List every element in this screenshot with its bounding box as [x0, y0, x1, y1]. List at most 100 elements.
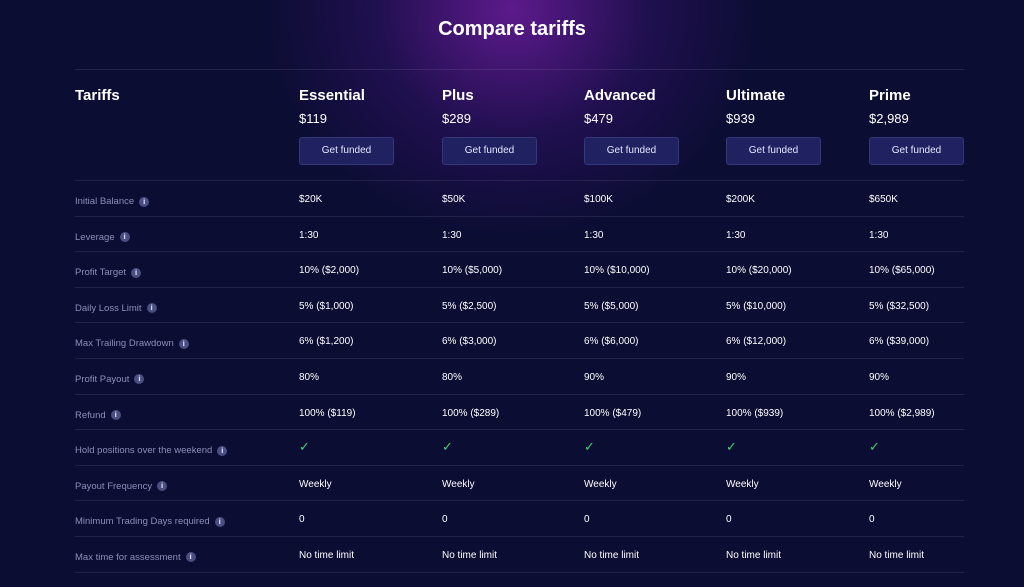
- table-cell: 5% ($10,000): [726, 300, 787, 312]
- table-cell: 10% ($5,000): [442, 265, 503, 277]
- table-cell: 80%: [442, 371, 463, 383]
- plan-plus: Plus $289 Get funded: [442, 87, 562, 165]
- info-icon[interactable]: i: [178, 338, 189, 349]
- table-cell: No time limit: [869, 549, 925, 561]
- info-icon[interactable]: i: [217, 445, 228, 456]
- info-icon[interactable]: i: [134, 374, 145, 385]
- row-label-text: Profit Target: [75, 267, 127, 279]
- info-icon[interactable]: i: [185, 552, 196, 563]
- plan-name: Prime: [869, 87, 911, 104]
- check-icon: ✓: [584, 440, 595, 456]
- get-funded-button-essential[interactable]: Get funded: [299, 137, 394, 165]
- table-row: Refund i 100% ($119) 100% ($289) 100% ($479)…: [75, 395, 964, 431]
- info-icon[interactable]: i: [110, 410, 121, 421]
- row-label-text: Max time for assessment: [75, 551, 181, 563]
- row-label-text: Payout Frequency: [75, 480, 153, 492]
- get-funded-button-plus[interactable]: Get funded: [442, 137, 537, 165]
- table-cell: $200K: [726, 194, 755, 205]
- table-cell: Weekly: [584, 478, 617, 490]
- plan-price: $479: [584, 111, 613, 126]
- plan-price: $939: [726, 111, 755, 126]
- table-cell: 90%: [584, 371, 605, 383]
- table-cell: 100% ($119): [299, 407, 356, 419]
- get-funded-button-advanced[interactable]: Get funded: [584, 137, 679, 165]
- table-cell: 1:30: [869, 229, 889, 241]
- comparison-table: Tariffs Essential $119 Get funded Plus $…: [75, 69, 964, 573]
- table-cell: 0: [584, 514, 590, 526]
- table-cell: $650K: [869, 194, 898, 205]
- table-cell: 100% ($939): [726, 407, 784, 419]
- table-cell: No time limit: [726, 549, 782, 561]
- info-icon[interactable]: i: [214, 516, 225, 527]
- table-cell: 5% ($2,500): [442, 300, 497, 312]
- table-row: Leverage i 1:30 1:30 1:30 1:30 1:30: [75, 217, 964, 253]
- table-cell: 90%: [726, 371, 747, 383]
- row-label: Leverage i: [75, 232, 130, 243]
- info-icon[interactable]: i: [131, 267, 142, 278]
- row-label-text: Leverage: [75, 231, 115, 243]
- table-row: Profit Payout i 80% 80% 90% 90% 90%: [75, 359, 964, 395]
- row-label: Profit Payout i: [75, 373, 145, 385]
- table-row: Profit Target i 10% ($2,000) 10% ($5,000) 10…: [75, 252, 964, 288]
- table-cell: 0: [726, 514, 732, 526]
- info-icon[interactable]: i: [139, 196, 150, 207]
- info-icon[interactable]: i: [119, 232, 130, 243]
- table-cell: 5% ($5,000): [584, 300, 639, 312]
- check-icon: ✓: [869, 440, 880, 456]
- table-row: Payout Frequency i Weekly Weekly Weekly Weekl…: [75, 466, 964, 502]
- table-cell: 0: [442, 514, 448, 526]
- table-cell: 5% ($32,500): [869, 300, 930, 312]
- table-row: Minimum Trading Days required i 0 0 0 0 0: [75, 501, 964, 537]
- plan-essential: Essential $119 Get funded: [299, 87, 419, 165]
- plan-name: Ultimate: [726, 87, 786, 104]
- table-cell: 100% ($289): [442, 407, 500, 419]
- row-label-text: Daily Loss Limit: [75, 302, 142, 314]
- table-cell: 80%: [299, 371, 320, 383]
- table-cell: 100% ($479): [584, 407, 642, 419]
- get-funded-button-prime[interactable]: Get funded: [869, 137, 964, 165]
- table-cell: 100% ($2,989): [869, 407, 935, 419]
- table-cell: $100K: [584, 194, 613, 205]
- row-label: Minimum Trading Days required i: [75, 516, 225, 527]
- table-cell: 0: [299, 514, 305, 526]
- table-cell: No time limit: [584, 549, 640, 561]
- table-cell: 10% ($65,000): [869, 265, 935, 277]
- row-label: Initial Balance i: [75, 196, 150, 207]
- table-cell: 6% ($39,000): [869, 336, 930, 348]
- plan-name: Plus: [442, 87, 474, 104]
- row-label: Max time for assessment i: [75, 552, 196, 563]
- table-cell: 5% ($1,000): [299, 300, 354, 312]
- check-icon: ✓: [442, 440, 453, 456]
- tariffs-label: Tariffs: [75, 87, 120, 104]
- table-cell: 1:30: [442, 229, 462, 241]
- row-label: Hold positions over the weekend i: [75, 445, 228, 456]
- table-body: Initial Balance i $20K $50K $100K $200K $650K L…: [75, 181, 964, 573]
- check-icon: ✓: [299, 440, 310, 456]
- row-label: Profit Target i: [75, 267, 142, 279]
- row-label-text: Profit Payout: [75, 373, 130, 385]
- row-label-text: Max Trailing Drawdown: [75, 338, 174, 350]
- table-cell: 90%: [869, 371, 890, 383]
- row-label: Payout Frequency i: [75, 480, 168, 492]
- info-icon[interactable]: i: [157, 481, 168, 492]
- table-cell: 6% ($3,000): [442, 336, 497, 348]
- table-cell: Weekly: [442, 478, 475, 490]
- row-label: Refund i: [75, 410, 121, 421]
- table-cell: 1:30: [726, 229, 746, 241]
- table-cell: 1:30: [299, 229, 319, 241]
- table-cell: 6% ($1,200): [299, 336, 354, 348]
- get-funded-button-ultimate[interactable]: Get funded: [726, 137, 821, 165]
- plan-name: Essential: [299, 87, 365, 104]
- table-cell: 0: [869, 514, 875, 526]
- check-icon: ✓: [726, 440, 737, 456]
- table-cell: 10% ($2,000): [299, 265, 360, 277]
- table-cell: Weekly: [726, 478, 759, 490]
- table-cell: Weekly: [299, 478, 332, 490]
- row-label: Max Trailing Drawdown i: [75, 338, 189, 349]
- plan-ultimate: Ultimate $939 Get funded: [726, 87, 846, 165]
- table-row: Hold positions over the weekend i ✓ ✓ ✓ ✓ ✓: [75, 430, 964, 466]
- table-cell: 1:30: [584, 229, 604, 241]
- page-title: Compare tariffs: [438, 18, 586, 40]
- info-icon[interactable]: i: [146, 303, 157, 314]
